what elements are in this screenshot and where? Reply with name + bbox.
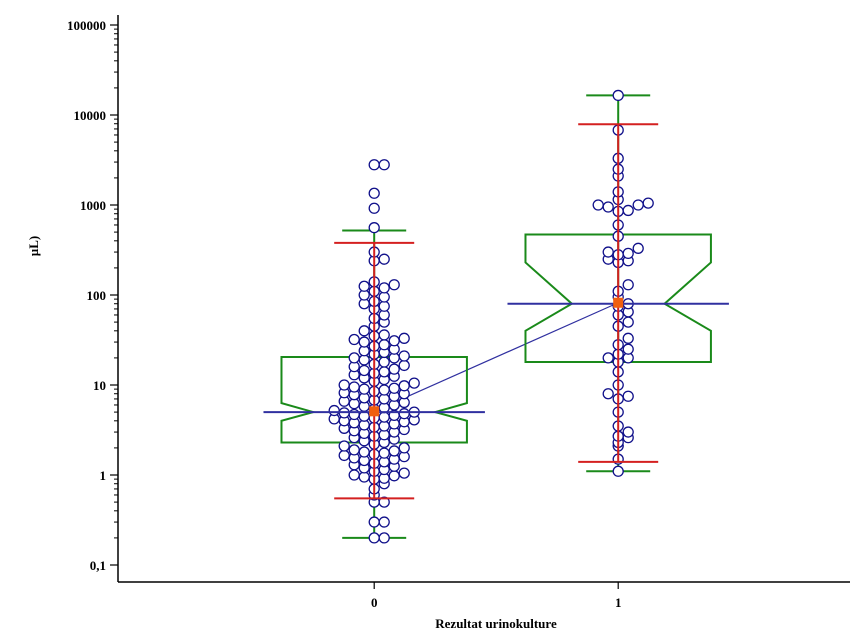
- y-tick-label: 100000: [67, 18, 106, 33]
- data-point: [378, 339, 390, 351]
- data-point: [378, 384, 390, 396]
- notched-box: [280, 355, 468, 444]
- data-point: [348, 408, 360, 421]
- x-tick-label: 1: [615, 595, 622, 610]
- data-point: [622, 204, 634, 217]
- data-point: [388, 445, 400, 457]
- data-point: [398, 359, 410, 372]
- y-tick-label: 1: [100, 468, 107, 483]
- data-point: [398, 380, 410, 392]
- data-point: [358, 280, 370, 292]
- data-point: [602, 201, 614, 213]
- data-point: [378, 159, 390, 171]
- data-point: [378, 253, 390, 265]
- data-point: [622, 426, 634, 438]
- data-point: [398, 467, 410, 479]
- data-point: [398, 442, 410, 454]
- data-point: [378, 300, 390, 312]
- data-point: [378, 282, 390, 294]
- y-axis-label: µL): [26, 236, 41, 257]
- data-point: [398, 350, 410, 362]
- data-point: [368, 202, 380, 214]
- data-point: [612, 89, 624, 102]
- y-tick-label: 10000: [74, 108, 107, 123]
- data-point: [358, 446, 370, 458]
- axes: 0,1 1 10 100 1000 10000 100000 0 1: [67, 15, 850, 610]
- data-point: [348, 469, 360, 481]
- data-point: [622, 332, 634, 344]
- data-point: [378, 356, 390, 368]
- data-point: [378, 516, 390, 528]
- data-point: [388, 335, 400, 347]
- data-point: [358, 383, 370, 395]
- data-point: [368, 532, 380, 544]
- data-point: [388, 382, 400, 394]
- data-point: [348, 352, 360, 364]
- notched-box: [524, 233, 712, 364]
- data-point: [602, 352, 614, 364]
- data-point: [592, 199, 604, 211]
- data-point: [622, 390, 634, 402]
- data-point: [378, 496, 390, 508]
- data-point: [338, 440, 350, 452]
- mean-connector-line: [373, 302, 619, 412]
- data-point: [612, 465, 624, 477]
- data-point: [348, 333, 360, 346]
- data-point: [642, 197, 654, 209]
- data-point: [388, 279, 400, 291]
- data-point: [338, 379, 350, 391]
- data-point: [378, 366, 390, 378]
- data-point: [622, 343, 634, 355]
- y-tick-label: 1000: [80, 198, 106, 213]
- data-point: [368, 222, 380, 234]
- data-point: [328, 404, 340, 417]
- data-point: [378, 329, 390, 341]
- data-point: [368, 187, 380, 199]
- data-point: [622, 316, 634, 328]
- y-tick-label: 100: [87, 288, 107, 303]
- mean-marker: [613, 297, 624, 308]
- data-point: [368, 159, 380, 171]
- data-point: [348, 381, 360, 393]
- data-point: [388, 470, 400, 482]
- data-point: [602, 388, 614, 400]
- data-point: [622, 279, 634, 291]
- data-point: [632, 199, 644, 211]
- data-point: [378, 447, 390, 459]
- plot-area: [263, 89, 729, 544]
- y-tick-label: 0,1: [90, 558, 106, 573]
- y-tick-label: 10: [93, 378, 106, 393]
- data-point: [358, 336, 370, 348]
- data-point: [632, 242, 644, 254]
- data-point: [602, 246, 614, 258]
- x-tick-label: 0: [371, 595, 378, 610]
- data-point: [358, 364, 370, 377]
- data-point: [338, 449, 350, 462]
- data-point: [388, 363, 400, 375]
- data-point: [408, 377, 420, 389]
- mean-marker: [369, 406, 380, 417]
- data-point: [622, 247, 634, 260]
- data-point: [398, 332, 410, 344]
- data-point: [398, 408, 410, 420]
- data-point: [358, 325, 370, 337]
- data-point: [348, 444, 360, 456]
- x-axis-label: Rezultat urinokulture: [435, 616, 557, 631]
- data-point: [378, 411, 390, 423]
- data-point: [378, 532, 390, 544]
- data-point: [368, 516, 380, 528]
